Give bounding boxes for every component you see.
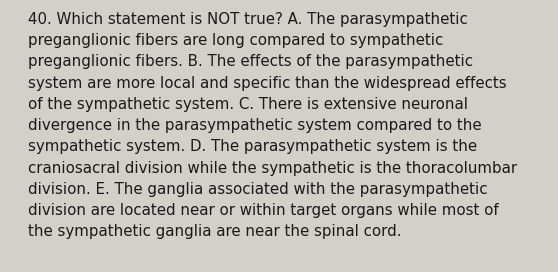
Text: 40. Which statement is NOT true? A. The parasympathetic
preganglionic fibers are: 40. Which statement is NOT true? A. The …	[28, 12, 517, 239]
